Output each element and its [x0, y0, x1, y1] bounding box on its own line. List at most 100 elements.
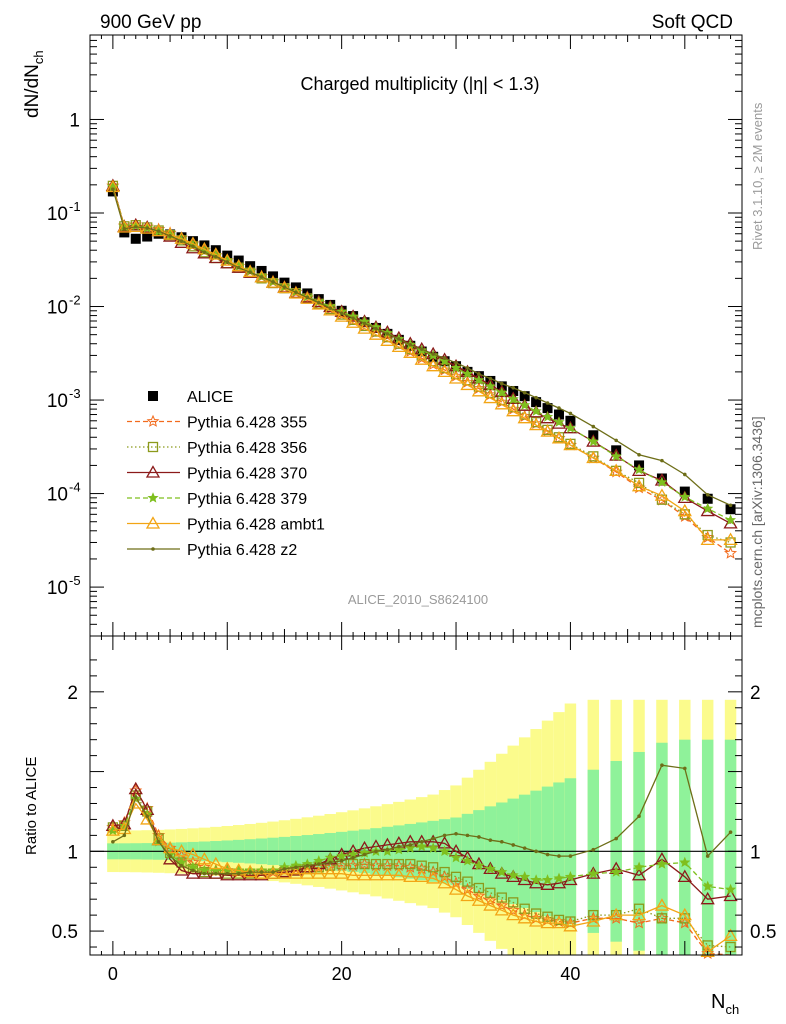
- data-point: [471, 371, 487, 384]
- ratio-point: [462, 876, 473, 887]
- ratio-point: [248, 870, 252, 874]
- ratio-y-tick-label: 0.5: [52, 922, 78, 943]
- ratio-point: [208, 856, 223, 870]
- ratio-point: [419, 839, 424, 844]
- header-left: 900 GeV pp: [100, 12, 201, 33]
- ratio-point: [677, 869, 692, 882]
- ratio-point: [426, 871, 441, 884]
- data-point: [426, 358, 441, 372]
- ratio-point: [461, 855, 474, 866]
- ratio-point: [656, 913, 668, 924]
- ratio-series-pythia-6-428-z2: [111, 763, 733, 876]
- ratio-point: [214, 871, 218, 876]
- ratio-point: [208, 866, 223, 879]
- ratio-point: [437, 875, 452, 889]
- ratio-point: [586, 914, 601, 927]
- ratio-point: [631, 907, 647, 921]
- x-tick-label: 20: [332, 964, 352, 984]
- ratio-point: [374, 849, 378, 854]
- ratio-point: [185, 847, 201, 860]
- data-point: [534, 395, 538, 400]
- ratio-point: [473, 859, 485, 871]
- legend-marker: [145, 516, 161, 529]
- legend-item-pythia-6-428-356: Pythia 6.428 356: [127, 440, 307, 457]
- svg-text:dN/dNch: dN/dNch: [22, 50, 46, 118]
- legend-label: Pythia 6.428 355: [187, 415, 307, 432]
- main-plot-series: [105, 178, 738, 559]
- ratio-point: [633, 861, 645, 872]
- data-point: [494, 397, 509, 410]
- ratio-point: [494, 866, 509, 879]
- data-point: [654, 473, 670, 486]
- data-point: [277, 280, 292, 294]
- data-point: [728, 503, 733, 508]
- data-point: [385, 332, 390, 336]
- ratio-point: [323, 866, 338, 879]
- data-point: [265, 275, 281, 288]
- ratio-point: [563, 872, 578, 886]
- data-point: [450, 362, 462, 373]
- data-point: [142, 231, 153, 242]
- data-point: [568, 411, 573, 416]
- ratio-point: [416, 840, 428, 852]
- ratio-frame: [89, 635, 743, 956]
- ratio-point: [450, 871, 462, 882]
- ratio-point: [336, 850, 348, 861]
- ratio-point: [588, 909, 599, 921]
- ratio-point: [506, 903, 520, 916]
- data-point: [499, 381, 504, 386]
- legend-item-pythia-6-428-355: Pythia 6.428 355: [127, 415, 307, 432]
- ratio-point: [259, 870, 264, 874]
- data-point: [236, 265, 241, 270]
- data-point: [431, 352, 435, 356]
- band-inner: [701, 739, 714, 955]
- ratio-point: [328, 860, 333, 865]
- data-point: [294, 290, 298, 295]
- data-point: [191, 244, 195, 249]
- ratio-point: [700, 944, 715, 957]
- data-point: [683, 472, 687, 477]
- data-point: [591, 424, 596, 429]
- y-tick-label: 10: [47, 204, 68, 225]
- data-point: [380, 333, 395, 346]
- ratio-point: [403, 869, 418, 882]
- ratio-point: [448, 882, 464, 895]
- x-tick-label: 0: [108, 964, 118, 984]
- ratio-point: [496, 892, 507, 903]
- data-point: [185, 236, 201, 249]
- ratio-point: [511, 843, 516, 847]
- data-point: [414, 352, 429, 365]
- legend-label: Pythia 6.428 z2: [187, 542, 297, 559]
- ratio-point: [334, 847, 349, 860]
- data-point: [145, 226, 149, 230]
- data-point: [259, 275, 264, 279]
- data-point: [551, 430, 567, 444]
- data-point: [531, 397, 542, 408]
- data-point: [374, 326, 378, 331]
- ratio-point: [324, 851, 336, 863]
- data-point: [477, 372, 481, 376]
- data-point: [700, 532, 715, 546]
- data-point: [724, 546, 738, 559]
- ratio-point: [506, 907, 521, 921]
- ratio-point: [677, 907, 692, 921]
- ratio-point: [517, 872, 532, 886]
- series-pythia-6-428-z2: [111, 187, 733, 508]
- data-point: [483, 390, 498, 404]
- band-inner: [656, 742, 668, 955]
- ratio-point: [553, 872, 565, 884]
- ratio-point: [679, 913, 690, 924]
- ratio-point: [111, 839, 115, 844]
- ratio-point: [542, 911, 553, 922]
- ratio-point: [591, 847, 596, 852]
- data-point: [557, 406, 561, 410]
- data-point: [133, 225, 138, 229]
- ratio-point: [725, 883, 737, 895]
- ratio-point: [197, 851, 212, 865]
- ratio-point: [702, 880, 714, 892]
- data-point: [528, 417, 544, 431]
- y-tick-exponent: -4: [69, 480, 81, 495]
- ratio-point: [174, 844, 189, 857]
- data-point: [334, 309, 349, 322]
